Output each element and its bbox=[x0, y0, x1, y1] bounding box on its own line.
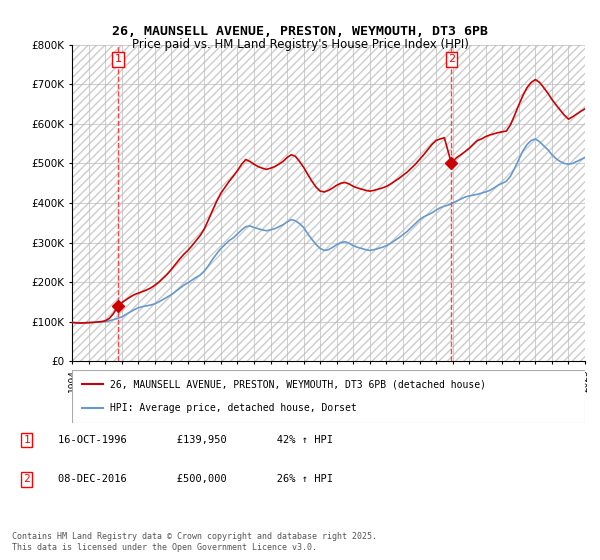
Text: 1: 1 bbox=[115, 54, 122, 64]
Text: 1: 1 bbox=[23, 435, 30, 445]
Text: 08-DEC-2016        £500,000        26% ↑ HPI: 08-DEC-2016 £500,000 26% ↑ HPI bbox=[58, 474, 333, 484]
FancyBboxPatch shape bbox=[72, 370, 585, 423]
Text: 26, MAUNSELL AVENUE, PRESTON, WEYMOUTH, DT3 6PB (detached house): 26, MAUNSELL AVENUE, PRESTON, WEYMOUTH, … bbox=[110, 380, 487, 390]
Text: Contains HM Land Registry data © Crown copyright and database right 2025.
This d: Contains HM Land Registry data © Crown c… bbox=[12, 532, 377, 552]
Text: 26, MAUNSELL AVENUE, PRESTON, WEYMOUTH, DT3 6PB: 26, MAUNSELL AVENUE, PRESTON, WEYMOUTH, … bbox=[112, 25, 488, 38]
Text: 2: 2 bbox=[23, 474, 30, 484]
Text: 16-OCT-1996        £139,950        42% ↑ HPI: 16-OCT-1996 £139,950 42% ↑ HPI bbox=[58, 435, 333, 445]
Text: 2: 2 bbox=[448, 54, 455, 64]
Text: HPI: Average price, detached house, Dorset: HPI: Average price, detached house, Dors… bbox=[110, 403, 357, 413]
Text: Price paid vs. HM Land Registry's House Price Index (HPI): Price paid vs. HM Land Registry's House … bbox=[131, 38, 469, 50]
